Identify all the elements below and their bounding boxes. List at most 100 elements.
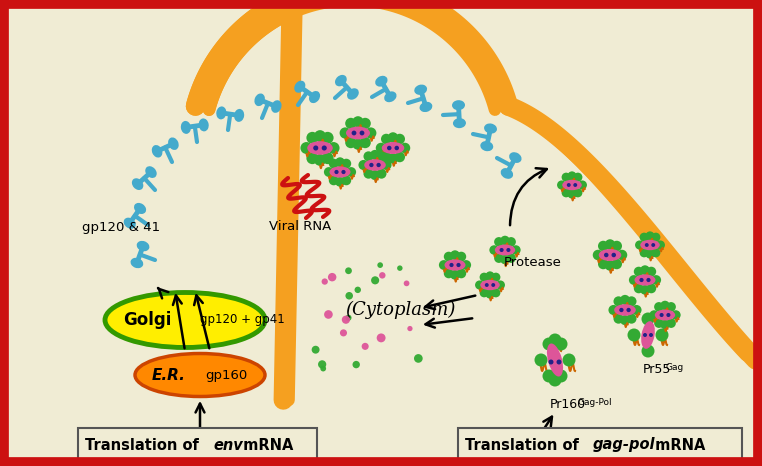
Text: Protease: Protease <box>504 256 562 269</box>
Ellipse shape <box>611 241 622 251</box>
Ellipse shape <box>613 314 623 324</box>
Ellipse shape <box>271 100 282 113</box>
Ellipse shape <box>507 237 516 247</box>
Ellipse shape <box>376 163 381 167</box>
Ellipse shape <box>456 252 466 261</box>
Ellipse shape <box>494 237 504 247</box>
Ellipse shape <box>328 273 336 281</box>
Ellipse shape <box>598 241 609 251</box>
Ellipse shape <box>335 177 345 187</box>
Text: gp120 & 41: gp120 & 41 <box>82 221 160 234</box>
Ellipse shape <box>500 248 504 252</box>
Ellipse shape <box>479 273 488 282</box>
Ellipse shape <box>646 283 656 293</box>
Ellipse shape <box>328 159 338 169</box>
Ellipse shape <box>134 203 146 214</box>
Ellipse shape <box>578 180 587 190</box>
Ellipse shape <box>655 329 668 342</box>
Ellipse shape <box>456 263 460 267</box>
Ellipse shape <box>312 346 319 354</box>
Ellipse shape <box>382 160 392 170</box>
Ellipse shape <box>136 241 149 251</box>
Ellipse shape <box>384 91 396 102</box>
Ellipse shape <box>439 260 449 270</box>
Ellipse shape <box>641 321 655 349</box>
Ellipse shape <box>377 262 383 268</box>
Ellipse shape <box>547 343 563 377</box>
Ellipse shape <box>640 285 650 295</box>
Ellipse shape <box>475 281 484 289</box>
Ellipse shape <box>345 292 353 300</box>
Ellipse shape <box>414 354 423 363</box>
Ellipse shape <box>199 118 209 131</box>
Ellipse shape <box>375 76 388 87</box>
Ellipse shape <box>626 296 636 307</box>
Ellipse shape <box>387 146 392 150</box>
Ellipse shape <box>123 218 136 229</box>
Ellipse shape <box>340 329 347 336</box>
Text: E.R.: E.R. <box>152 368 186 383</box>
Ellipse shape <box>382 142 405 154</box>
Ellipse shape <box>370 170 380 180</box>
Ellipse shape <box>543 370 555 383</box>
Text: gp160: gp160 <box>205 369 247 382</box>
Ellipse shape <box>342 315 350 324</box>
Ellipse shape <box>626 308 631 312</box>
Ellipse shape <box>639 248 648 257</box>
Ellipse shape <box>400 143 410 153</box>
Ellipse shape <box>604 253 609 257</box>
Ellipse shape <box>573 172 582 182</box>
Ellipse shape <box>320 366 326 371</box>
Text: Translation of: Translation of <box>465 438 584 452</box>
Text: gag-pol: gag-pol <box>593 438 655 452</box>
Ellipse shape <box>568 171 577 180</box>
Ellipse shape <box>507 254 516 263</box>
Ellipse shape <box>642 344 655 357</box>
Ellipse shape <box>646 278 651 282</box>
Ellipse shape <box>168 137 179 150</box>
Text: env: env <box>213 438 243 452</box>
Ellipse shape <box>645 243 648 247</box>
Ellipse shape <box>341 159 351 169</box>
Text: (Cytoplasm): (Cytoplasm) <box>345 301 455 319</box>
Ellipse shape <box>415 84 427 95</box>
Ellipse shape <box>555 370 568 383</box>
Ellipse shape <box>397 266 402 271</box>
Ellipse shape <box>485 283 488 287</box>
Ellipse shape <box>640 240 660 250</box>
Ellipse shape <box>496 281 505 289</box>
Ellipse shape <box>388 132 399 143</box>
Ellipse shape <box>656 240 665 250</box>
Ellipse shape <box>379 272 386 279</box>
Text: Translation of: Translation of <box>85 438 204 452</box>
Ellipse shape <box>640 265 650 275</box>
Ellipse shape <box>309 91 320 103</box>
Ellipse shape <box>634 267 644 276</box>
Ellipse shape <box>605 260 615 271</box>
Ellipse shape <box>509 152 521 163</box>
Ellipse shape <box>562 172 571 182</box>
Ellipse shape <box>479 288 488 297</box>
Ellipse shape <box>626 314 636 324</box>
Ellipse shape <box>352 138 363 150</box>
Ellipse shape <box>605 239 615 250</box>
Ellipse shape <box>322 132 334 144</box>
Ellipse shape <box>643 333 647 337</box>
Ellipse shape <box>495 245 515 255</box>
Ellipse shape <box>365 127 376 138</box>
Ellipse shape <box>608 305 619 315</box>
Ellipse shape <box>500 255 510 264</box>
Ellipse shape <box>652 275 661 285</box>
Ellipse shape <box>573 183 577 187</box>
Ellipse shape <box>562 180 581 190</box>
Ellipse shape <box>549 374 562 386</box>
Ellipse shape <box>452 100 465 110</box>
Ellipse shape <box>314 130 326 142</box>
Ellipse shape <box>491 288 501 297</box>
Ellipse shape <box>489 245 499 255</box>
Ellipse shape <box>634 283 644 293</box>
Ellipse shape <box>485 289 495 299</box>
Ellipse shape <box>507 248 511 252</box>
Ellipse shape <box>135 354 265 397</box>
Text: mRNA: mRNA <box>238 438 293 452</box>
